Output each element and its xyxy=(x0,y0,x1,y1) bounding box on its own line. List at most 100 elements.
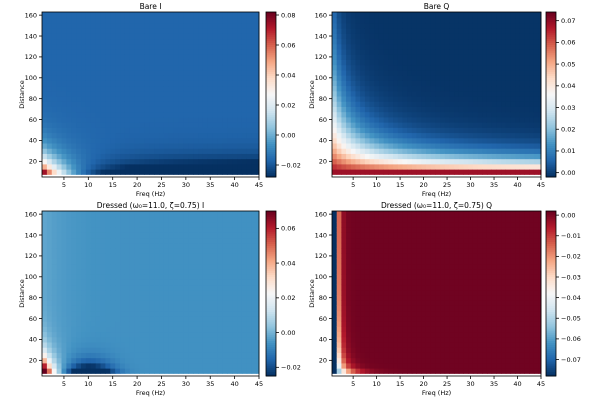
heatmap-cell xyxy=(227,59,233,66)
heatmap-cell xyxy=(90,96,97,102)
heatmap-cell xyxy=(237,28,243,34)
heatmap-cell xyxy=(76,310,82,317)
heatmap-cell xyxy=(81,163,87,170)
heatmap-cell xyxy=(95,85,101,92)
heatmap-cell xyxy=(183,362,189,369)
heatmap-cell xyxy=(144,310,150,317)
heatmap-cell xyxy=(425,90,432,97)
heatmap-cell xyxy=(71,268,77,275)
heatmap-cell xyxy=(378,64,385,71)
heatmap-cell xyxy=(397,111,403,118)
heatmap-cell xyxy=(332,211,338,218)
heatmap-cell xyxy=(217,227,223,233)
heatmap-cell xyxy=(341,258,347,265)
heatmap-cell xyxy=(246,38,253,45)
y-tick-label: 80 xyxy=(29,95,37,103)
heatmap-cell xyxy=(120,331,126,338)
heatmap-cell xyxy=(360,232,366,239)
heatmap-cell xyxy=(369,279,375,286)
heatmap-cell xyxy=(524,59,530,66)
heatmap-cell xyxy=(332,96,338,102)
heatmap-cell xyxy=(222,310,228,317)
heatmap-cell xyxy=(332,38,338,45)
heatmap-cell xyxy=(120,69,126,76)
heatmap-cell xyxy=(241,248,248,254)
heatmap-cell xyxy=(56,263,62,270)
heatmap-cell xyxy=(425,43,432,50)
heatmap-cell xyxy=(159,258,165,265)
heatmap-cell xyxy=(217,263,223,270)
heatmap-cell xyxy=(81,96,87,102)
heatmap-cell xyxy=(472,28,479,34)
heatmap-cell xyxy=(505,101,511,107)
heatmap-cell xyxy=(232,352,238,359)
colorbar-segment xyxy=(266,121,276,124)
heatmap-cell xyxy=(212,49,218,55)
heatmap-cell xyxy=(444,116,450,123)
heatmap-cell xyxy=(222,38,228,45)
heatmap-cell xyxy=(364,28,371,34)
heatmap-cell xyxy=(124,132,131,139)
colorbar-segment xyxy=(266,281,276,284)
colorbar-segment xyxy=(546,139,556,143)
heatmap-cell xyxy=(421,122,427,128)
heatmap-cell xyxy=(444,54,450,60)
heatmap-cell xyxy=(355,64,361,71)
heatmap-cell xyxy=(193,111,199,118)
heatmap-cell xyxy=(374,122,380,128)
heatmap-cell xyxy=(173,163,179,170)
heatmap-cell xyxy=(454,111,460,118)
heatmap-cell xyxy=(115,263,121,270)
heatmap-cell xyxy=(193,216,199,223)
heatmap-cell xyxy=(163,143,170,149)
heatmap-cell xyxy=(486,54,493,60)
heatmap-cell xyxy=(341,54,347,60)
heatmap-cell xyxy=(173,315,179,322)
heatmap-cell xyxy=(341,368,347,374)
heatmap-cell xyxy=(183,336,189,343)
heatmap-cell xyxy=(90,127,97,134)
heatmap-cell xyxy=(178,216,184,223)
heatmap-cell xyxy=(369,111,375,118)
heatmap-cell xyxy=(463,33,469,40)
heatmap-cell xyxy=(350,352,356,359)
heatmap-cell xyxy=(124,284,131,291)
heatmap-cell xyxy=(198,248,204,254)
heatmap-cell xyxy=(449,33,455,40)
heatmap-cell xyxy=(61,90,67,97)
heatmap-cell xyxy=(332,54,338,60)
heatmap-cell xyxy=(198,122,204,128)
heatmap-cell xyxy=(212,357,218,364)
heatmap-cell xyxy=(173,248,179,254)
heatmap-cell xyxy=(449,127,455,134)
heatmap-cell xyxy=(149,33,155,40)
heatmap-cell xyxy=(425,28,432,34)
heatmap-cell xyxy=(95,122,101,128)
heatmap-cell xyxy=(42,258,48,265)
heatmap-cell xyxy=(524,137,530,144)
heatmap-cell xyxy=(154,106,160,113)
heatmap-cell xyxy=(134,59,140,66)
heatmap-cell xyxy=(251,116,258,123)
heatmap-cell xyxy=(472,132,479,139)
heatmap-cell xyxy=(154,96,160,102)
heatmap-cell xyxy=(350,253,356,259)
colorbar-segment xyxy=(266,139,276,143)
heatmap-cell xyxy=(222,237,228,244)
heatmap-cell xyxy=(188,357,194,364)
heatmap-cell xyxy=(76,279,82,286)
heatmap-cell xyxy=(397,43,403,50)
heatmap-cell xyxy=(369,300,375,306)
heatmap-cell xyxy=(144,227,150,233)
heatmap-cell xyxy=(188,295,194,301)
heatmap-cell xyxy=(463,85,469,92)
heatmap-cell xyxy=(100,54,106,60)
colorbar-segment xyxy=(266,260,276,264)
heatmap-cell xyxy=(61,28,67,34)
heatmap-cell xyxy=(159,106,165,113)
heatmap-cell xyxy=(46,137,53,144)
heatmap-cell xyxy=(332,347,338,353)
heatmap-cell xyxy=(115,357,121,364)
heatmap-cell xyxy=(374,274,380,280)
heatmap-cell xyxy=(388,127,394,134)
